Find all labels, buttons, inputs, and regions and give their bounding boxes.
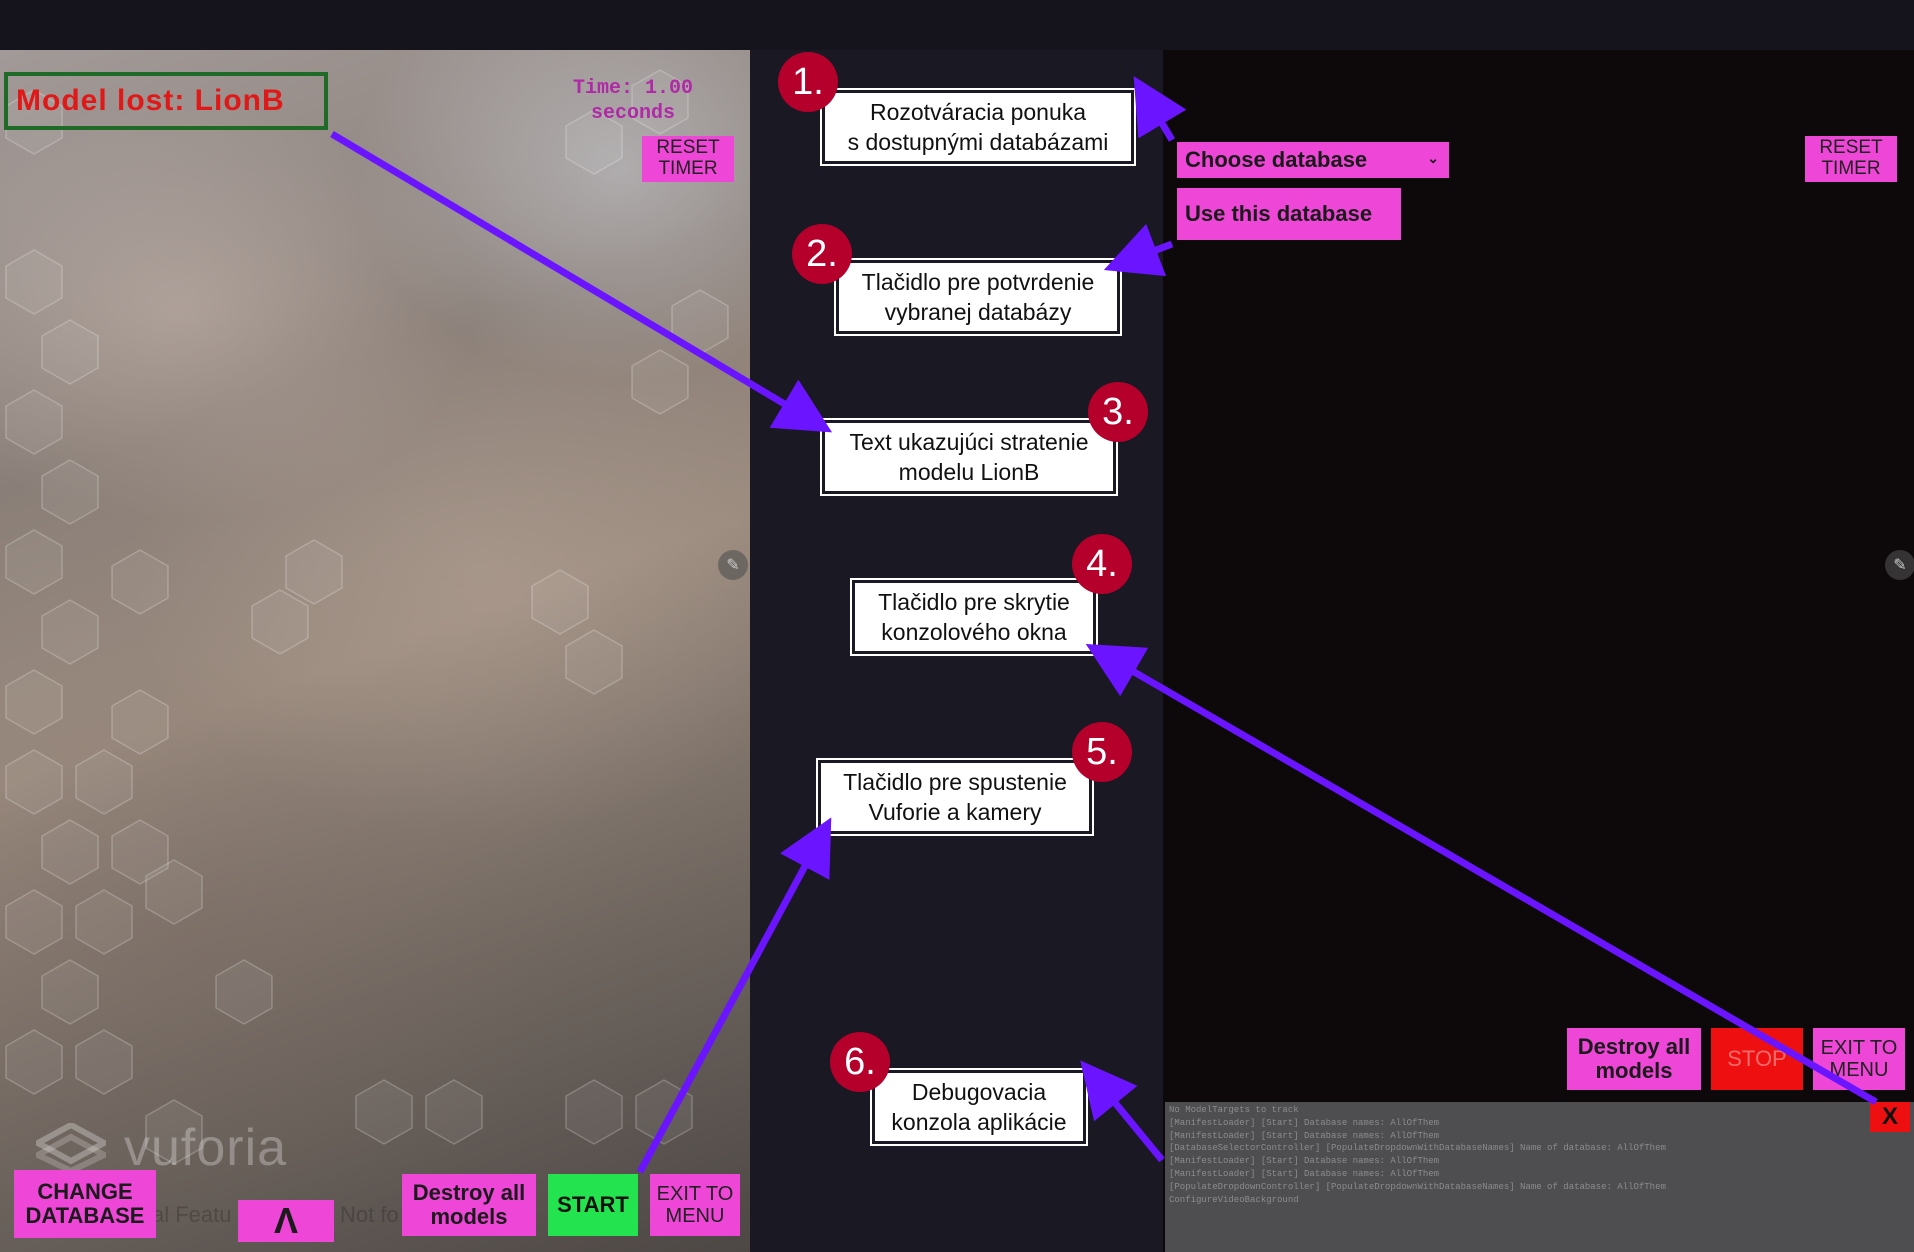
annotation-4-line1: Tlačidlo pre skrytie bbox=[878, 589, 1070, 615]
exit-to-menu-button[interactable]: EXIT TO MENU bbox=[650, 1174, 740, 1236]
annotation-badge-6: 6. bbox=[830, 1032, 890, 1092]
annotation-2-line2: vybranej databázy bbox=[884, 299, 1072, 325]
vuforia-mark-icon bbox=[36, 1123, 106, 1173]
close-console-button[interactable]: X bbox=[1870, 1102, 1910, 1132]
caret-up-icon: Λ bbox=[273, 1200, 298, 1242]
destroy-label-2: models bbox=[1595, 1058, 1673, 1083]
annotation-badge-1: 1. bbox=[778, 52, 838, 112]
use-database-button[interactable]: Use this database bbox=[1177, 188, 1401, 240]
annotation-note-4: Tlačidlo pre skrytie konzolového okna bbox=[850, 578, 1098, 656]
reset-timer-label-1: RESET bbox=[1819, 137, 1883, 159]
vuforia-logo: vuforia bbox=[36, 1118, 287, 1178]
annotation-note-6: Debugovacia konzola aplikácie bbox=[870, 1068, 1088, 1146]
background-text-2: Not fo bbox=[340, 1202, 399, 1227]
database-dropdown[interactable]: Choose database ⌄ bbox=[1177, 142, 1449, 178]
reset-timer-label-2: TIMER bbox=[658, 158, 718, 179]
annotation-note-5: Tlačidlo pre spustenie Vuforie a kamery bbox=[816, 758, 1094, 836]
destroy-all-models-button[interactable]: Destroy all models bbox=[402, 1174, 536, 1236]
annotation-5-line2: Vuforie a kamery bbox=[868, 799, 1042, 825]
destroy-label-1: Destroy all bbox=[1577, 1033, 1691, 1059]
annotation-4-line2: konzolového okna bbox=[881, 619, 1067, 645]
annotation-badge-5: 5. bbox=[1072, 722, 1132, 782]
annotation-2-line1: Tlačidlo pre potvrdenie bbox=[861, 269, 1095, 295]
model-lost-text: Model lost: LionB bbox=[4, 72, 328, 130]
change-database-label-2: DATABASE bbox=[25, 1203, 145, 1228]
annotation-1-line2: s dostupnými databázami bbox=[847, 129, 1109, 155]
annotation-badge-2: 2. bbox=[792, 224, 852, 284]
annotation-5-line1: Tlačidlo pre spustenie bbox=[843, 769, 1067, 795]
debug-console[interactable]: No ModelTargets to track [ManifestLoader… bbox=[1165, 1102, 1914, 1252]
pencil-icon[interactable]: ✎ bbox=[718, 550, 748, 580]
annotation-note-3: Text ukazujúci stratenie modelu LionB bbox=[820, 418, 1118, 496]
database-dropdown-value: Choose database bbox=[1185, 147, 1368, 172]
left-phone-screen: Model lost: LionB Time: 1.00 seconds RES… bbox=[0, 50, 750, 1252]
console-line: [PopulateDropdownController] [PopulateDr… bbox=[1169, 1181, 1666, 1192]
reset-timer-button[interactable]: RESET TIMER bbox=[642, 136, 734, 182]
console-line: ConfigureVideoBackground bbox=[1169, 1194, 1299, 1205]
destroy-label-1: Destroy all bbox=[412, 1179, 526, 1205]
change-database-button[interactable]: CHANGE DATABASE bbox=[14, 1170, 156, 1238]
console-line: No ModelTargets to track bbox=[1169, 1105, 1299, 1115]
exit-label-2: MENU bbox=[665, 1205, 725, 1227]
console-line: [ManifestLoader] [Start] Database names:… bbox=[1169, 1168, 1440, 1179]
exit-label-1: EXIT TO bbox=[1820, 1037, 1898, 1059]
stop-button[interactable]: STOP bbox=[1711, 1028, 1803, 1090]
annotation-1-line1: Rozotváracia ponuka bbox=[869, 99, 1087, 125]
timer-unit: seconds bbox=[590, 102, 675, 125]
timer-display: Time: 1.00 seconds bbox=[568, 76, 698, 126]
timer-value: Time: 1.00 bbox=[572, 77, 694, 100]
console-line: [ManifestLoader] [Start] Database names:… bbox=[1169, 1117, 1440, 1128]
reset-timer-label-1: RESET bbox=[656, 137, 720, 159]
start-button[interactable]: START bbox=[548, 1174, 638, 1236]
toggle-console-button[interactable]: Λ bbox=[238, 1200, 334, 1242]
exit-to-menu-button[interactable]: EXIT TO MENU bbox=[1813, 1028, 1905, 1090]
annotation-6-line2: konzola aplikácie bbox=[891, 1109, 1067, 1135]
exit-label-1: EXIT TO bbox=[656, 1183, 734, 1205]
right-phone-screen: Choose database ⌄ Use this database RESE… bbox=[1163, 50, 1914, 1252]
exit-label-2: MENU bbox=[1829, 1059, 1889, 1081]
hexagon-overlay bbox=[5, 69, 729, 1165]
chevron-down-icon: ⌄ bbox=[1427, 150, 1439, 166]
annotation-3-line1: Text ukazujúci stratenie bbox=[849, 429, 1089, 455]
annotation-badge-3: 3. bbox=[1088, 382, 1148, 442]
pencil-icon[interactable]: ✎ bbox=[1885, 550, 1914, 580]
console-line: [ManifestLoader] [Start] Database names:… bbox=[1169, 1130, 1440, 1141]
annotation-3-line2: modelu LionB bbox=[898, 459, 1040, 485]
background-text-1: al Featu bbox=[152, 1202, 232, 1227]
console-line: [DatabaseSelectorController] [PopulateDr… bbox=[1169, 1143, 1666, 1154]
reset-timer-button[interactable]: RESET TIMER bbox=[1805, 136, 1897, 182]
annotation-badge-4: 4. bbox=[1072, 534, 1132, 594]
top-bar bbox=[0, 0, 1914, 50]
reset-timer-label-2: TIMER bbox=[1821, 158, 1881, 179]
annotation-note-2: Tlačidlo pre potvrdenie vybranej databáz… bbox=[834, 258, 1122, 336]
annotation-note-1: Rozotváracia ponuka s dostupnými databáz… bbox=[820, 88, 1136, 166]
destroy-all-models-button[interactable]: Destroy all models bbox=[1567, 1028, 1701, 1090]
arrow-6 bbox=[1080, 1060, 1165, 1163]
destroy-label-2: models bbox=[430, 1204, 508, 1229]
vuforia-wordmark: vuforia bbox=[124, 1119, 288, 1177]
change-database-label-1: CHANGE bbox=[37, 1178, 133, 1204]
annotation-6-line1: Debugovacia bbox=[911, 1079, 1047, 1105]
console-line: [ManifestLoader] [Start] Database names:… bbox=[1169, 1156, 1440, 1167]
